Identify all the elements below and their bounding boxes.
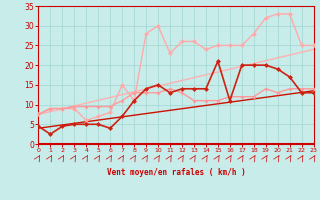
- X-axis label: Vent moyen/en rafales ( km/h ): Vent moyen/en rafales ( km/h ): [107, 168, 245, 177]
